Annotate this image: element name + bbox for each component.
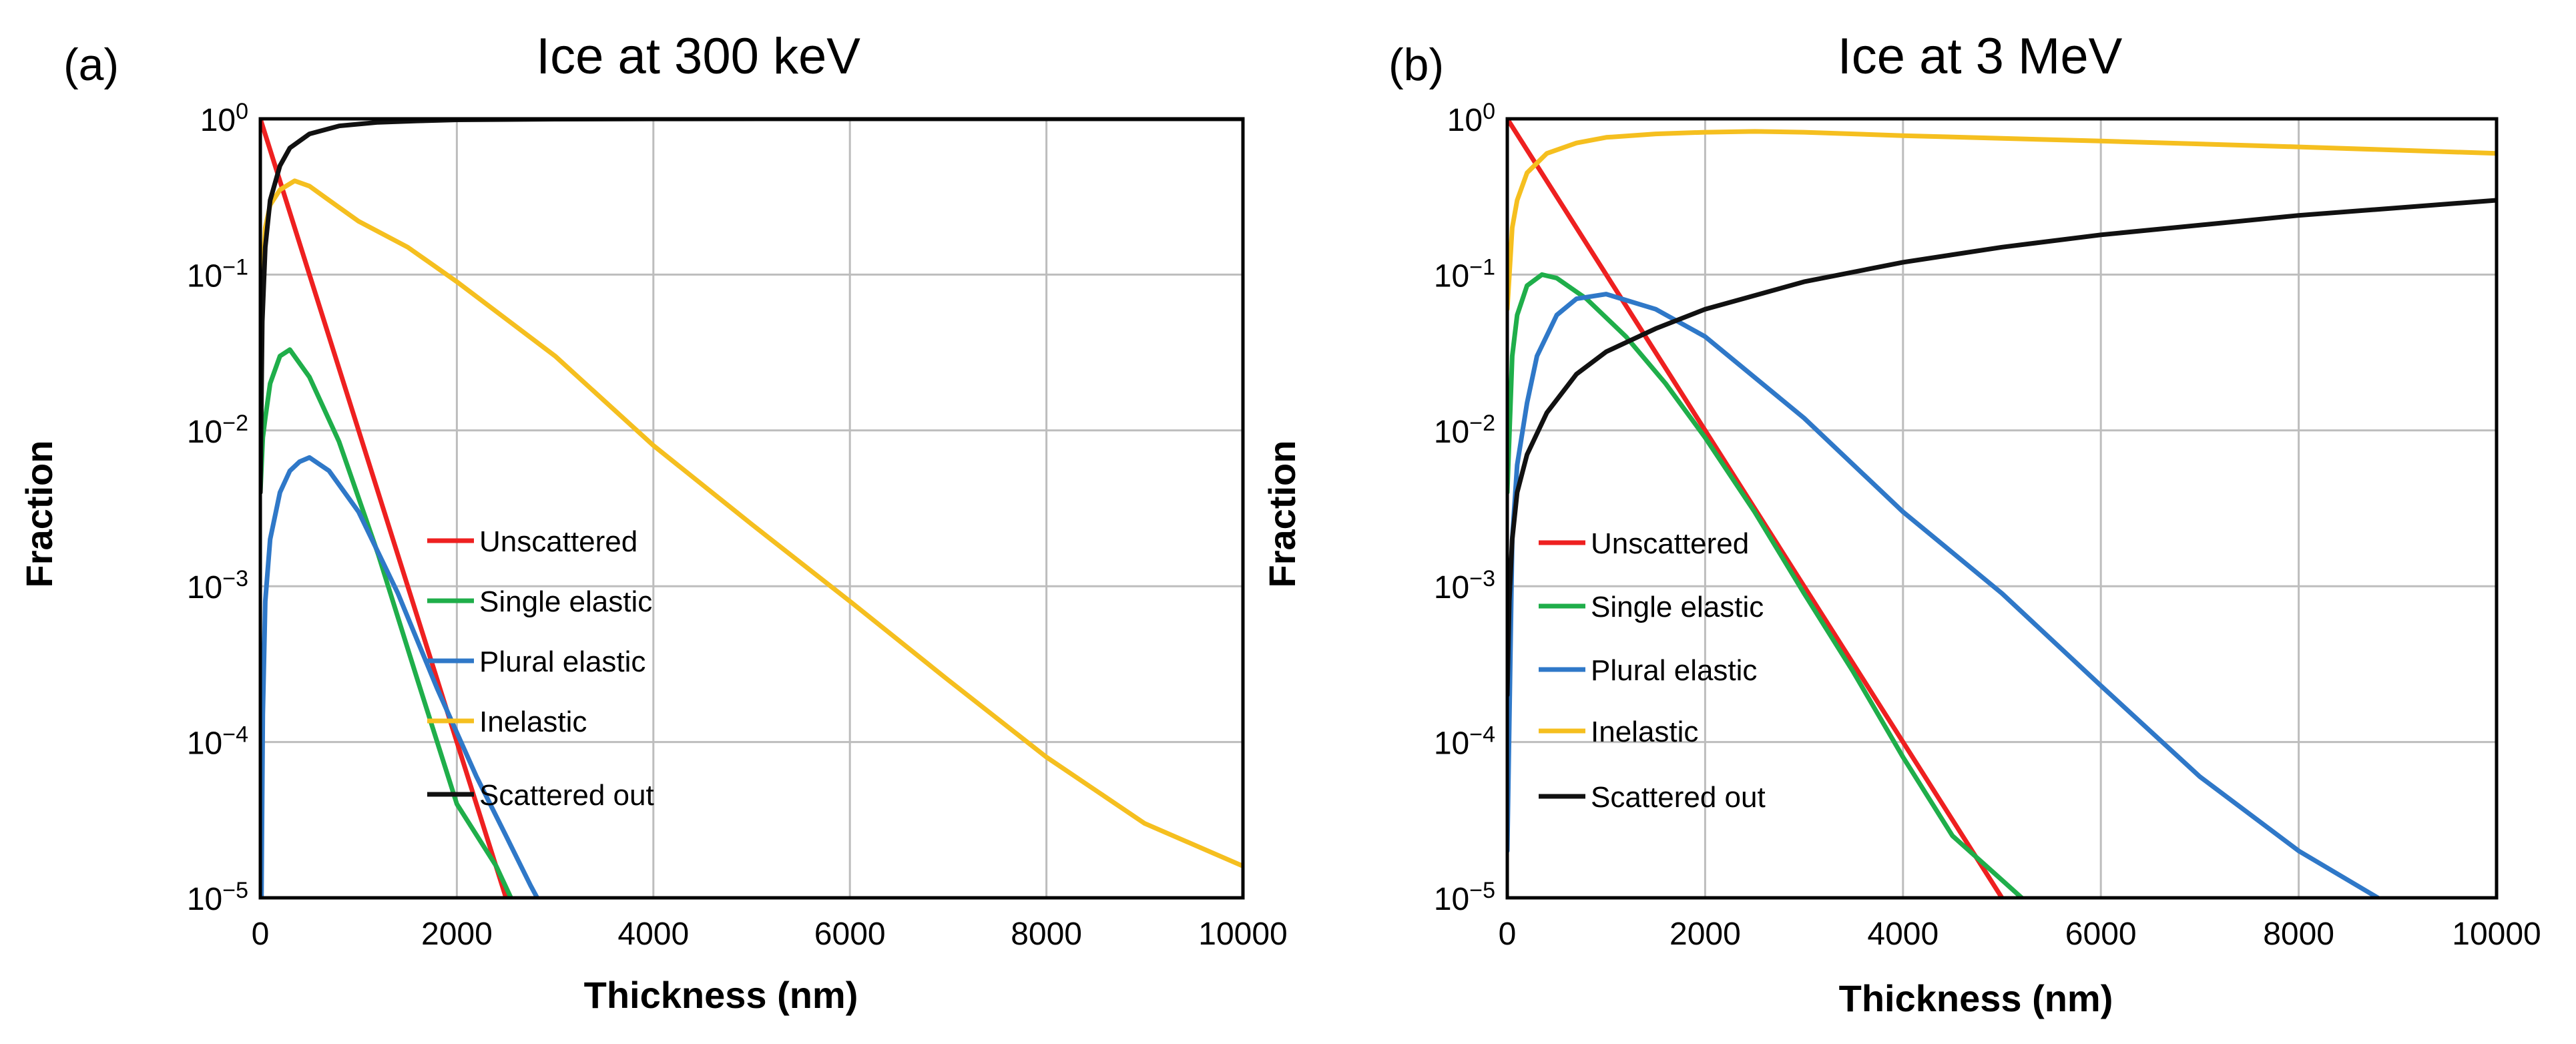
series-line-plural-elastic [1507,292,2380,898]
panel-b-title: Ice at 3 MeV [1838,28,2123,85]
legend-label-single-elastic: Single elastic [479,585,652,618]
series-line-single-elastic [1507,272,2025,898]
series-line-unscattered [1507,119,2005,898]
panel-a-plot-frame [258,117,1245,900]
panel-a-ytick: 100 [200,99,248,138]
panel-a-ytick: 10−5 [187,878,248,917]
panel-a-xtick: 8000 [1011,917,1082,952]
panel-b-xtick: 2000 [1669,917,1741,952]
panel-b-label: (b) [1388,39,1444,90]
panel-a-y-ticks: 100 10−1 10−2 10−3 10−4 10−5 [187,99,248,917]
panel-b-ytick: 10−5 [1434,878,1495,917]
panel-a-ytick: 10−2 [187,411,248,450]
legend-label-plural-elastic: Plural elastic [479,645,646,678]
panel-b: (b) Ice at 3 MeV Fraction Thickness (nm)… [1261,28,2541,1019]
panel-b-ytick: 100 [1447,99,1495,138]
legend-label-plural-elastic: Plural elastic [1591,654,1757,687]
series-line-single-elastic [260,347,514,898]
panel-b-y-ticks: 100 10−1 10−2 10−3 10−4 10−5 [1434,99,1495,917]
panel-b-ylabel: Fraction [1261,441,1303,588]
panel-a-ylabel: Fraction [18,441,60,588]
panel-b-xtick: 10000 [2452,917,2541,952]
legend-label-inelastic: Inelastic [1591,716,1698,748]
legend-label-inelastic: Inelastic [479,706,587,738]
series-line-inelastic [260,178,1243,868]
panel-a-xtick: 4000 [617,917,689,952]
series-line-plural-elastic [260,455,540,898]
panel-b-ytick: 10−3 [1434,566,1495,605]
series-line-unscattered [260,119,509,898]
legend-label-scattered-out: Scattered out [479,779,654,812]
panel-b-xtick: 8000 [2263,917,2334,952]
panel-a-xtick: 2000 [421,917,493,952]
panel-b-plot-frame [1505,117,2499,900]
panel-a-ytick: 10−3 [187,566,248,605]
panel-b-series-lines [1507,119,2497,898]
panel-a-xtick: 10000 [1198,917,1287,952]
legend-label-scattered-out: Scattered out [1591,781,1766,814]
panel-b-xtick: 0 [1499,917,1517,952]
panel-b-ytick: 10−4 [1434,722,1495,762]
panel-a-ytick: 10−4 [187,722,248,762]
panel-b-legend: Unscattered Single elastic Plural elasti… [1539,527,1766,814]
panel-a-xlabel: Thickness (nm) [584,974,858,1016]
panel-b-ytick: 10−2 [1434,411,1495,450]
series-line-inelastic [1507,129,2497,312]
panel-a-xtick: 6000 [814,917,886,952]
panel-a-legend: Unscattered Single elastic Plural elasti… [427,525,654,812]
panel-a-label: (a) [63,39,119,90]
panel-a: (a) Ice at 300 keV Fraction Thickness (n… [18,28,1288,1016]
legend-label-unscattered: Unscattered [1591,527,1749,560]
series-line-scattered-out [1507,198,2497,698]
panel-b-x-ticks: 0 2000 4000 6000 8000 10000 [1499,917,2541,952]
panel-a-title: Ice at 300 keV [536,28,860,85]
panel-b-ytick: 10−1 [1434,254,1495,294]
panel-b-xtick: 4000 [1867,917,1939,952]
panel-a-x-ticks: 0 2000 4000 6000 8000 10000 [252,917,1288,952]
panel-b-xtick: 6000 [2065,917,2137,952]
legend-label-single-elastic: Single elastic [1591,591,1764,623]
panel-b-xlabel: Thickness (nm) [1839,977,2113,1019]
panel-a-xtick: 0 [252,917,270,952]
panel-a-ytick: 10−1 [187,254,248,294]
legend-label-unscattered: Unscattered [479,525,637,558]
